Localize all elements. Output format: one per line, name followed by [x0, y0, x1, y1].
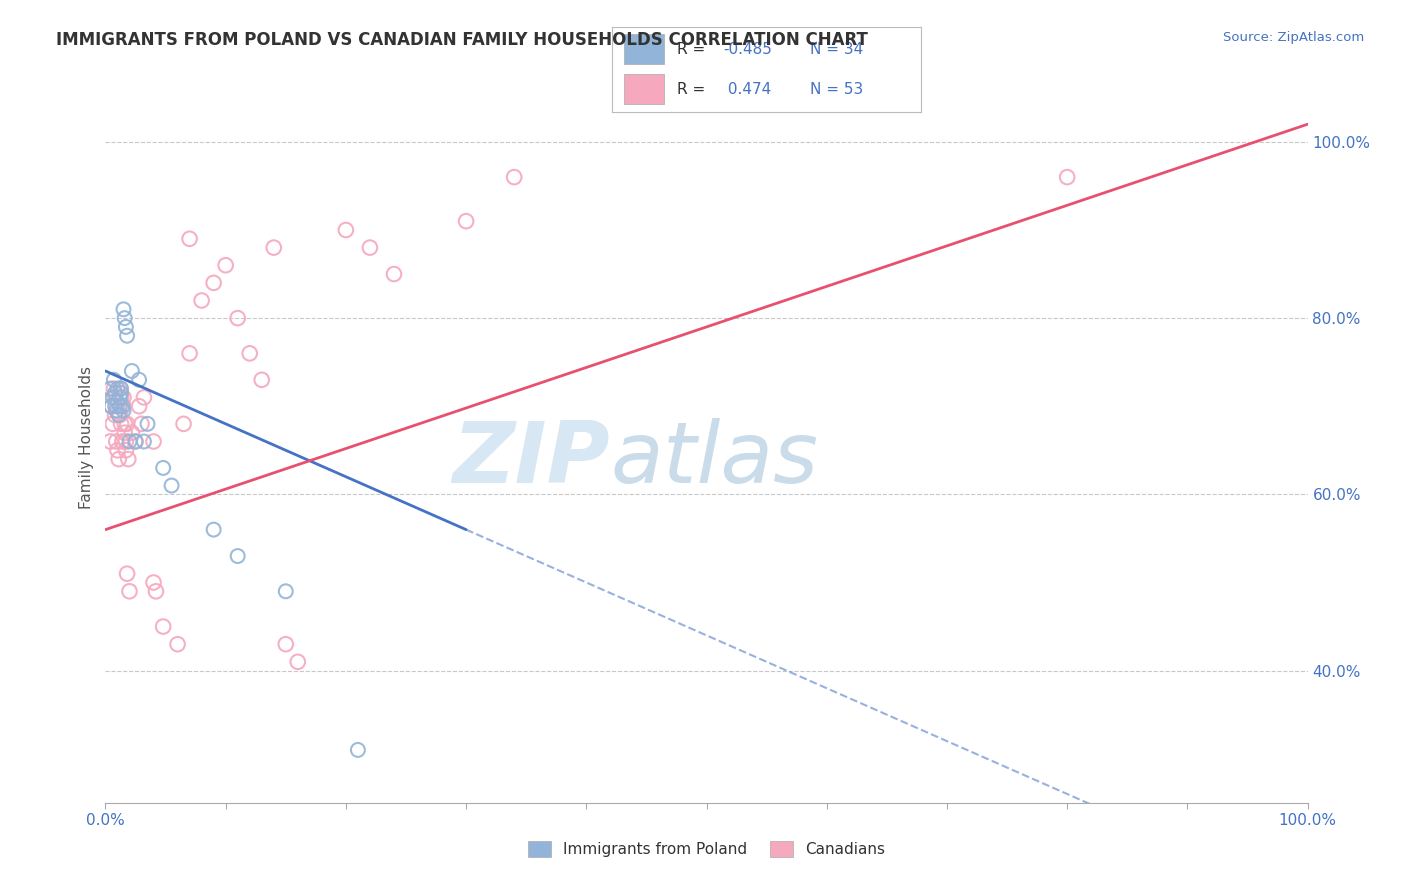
Point — [108, 391, 131, 405]
Point — [110, 386, 132, 401]
Point — [104, 386, 127, 401]
Point — [142, 575, 165, 590]
Point — [128, 373, 150, 387]
Point — [160, 478, 183, 492]
Point — [107, 443, 129, 458]
Y-axis label: Family Households: Family Households — [79, 366, 94, 508]
Point — [104, 391, 127, 405]
Point — [114, 417, 136, 431]
Point — [108, 399, 131, 413]
Point — [107, 408, 129, 422]
Point — [145, 584, 167, 599]
Point — [503, 170, 526, 185]
Point — [152, 461, 174, 475]
Point — [107, 452, 129, 467]
Point — [105, 434, 128, 449]
Point — [107, 399, 129, 413]
Point — [98, 434, 121, 449]
Point — [382, 267, 405, 281]
Text: R =: R = — [676, 42, 710, 57]
Point — [250, 373, 273, 387]
Point — [132, 434, 155, 449]
Point — [124, 434, 146, 449]
Point — [107, 394, 129, 409]
Point — [108, 382, 131, 396]
Point — [118, 434, 141, 449]
Point — [100, 399, 122, 413]
Text: 0.474: 0.474 — [723, 81, 772, 96]
Point — [190, 293, 212, 308]
Point — [335, 223, 357, 237]
Point — [226, 549, 249, 563]
Point — [132, 391, 155, 405]
Point — [239, 346, 262, 360]
Point — [110, 391, 132, 405]
Point — [118, 584, 141, 599]
Text: atlas: atlas — [610, 417, 818, 500]
Text: IMMIGRANTS FROM POLAND VS CANADIAN FAMILY HOUSEHOLDS CORRELATION CHART: IMMIGRANTS FROM POLAND VS CANADIAN FAMIL… — [56, 31, 868, 49]
Point — [115, 566, 138, 581]
Point — [111, 434, 134, 449]
Point — [115, 328, 138, 343]
Point — [110, 417, 132, 431]
Point — [226, 311, 249, 326]
Point — [115, 434, 138, 449]
Point — [103, 373, 125, 387]
Point — [131, 417, 153, 431]
Point — [101, 417, 124, 431]
Point — [274, 637, 297, 651]
Text: R =: R = — [676, 81, 710, 96]
Point — [166, 637, 188, 651]
Text: -0.485: -0.485 — [723, 42, 772, 57]
Point — [117, 452, 139, 467]
Point — [110, 382, 132, 396]
Point — [274, 584, 297, 599]
Text: Source: ZipAtlas.com: Source: ZipAtlas.com — [1223, 31, 1364, 45]
Point — [179, 346, 201, 360]
Point — [111, 399, 134, 413]
Point — [107, 382, 129, 396]
Point — [142, 434, 165, 449]
Point — [214, 258, 236, 272]
Point — [136, 417, 159, 431]
Legend: Immigrants from Poland, Canadians: Immigrants from Poland, Canadians — [520, 833, 893, 864]
Point — [173, 417, 195, 431]
Point — [263, 241, 285, 255]
Point — [101, 391, 124, 405]
Point — [112, 399, 135, 413]
Point — [108, 408, 131, 422]
Point — [121, 425, 143, 440]
Bar — [624, 74, 664, 103]
Point — [98, 382, 121, 396]
Point — [124, 434, 146, 449]
Point — [1056, 170, 1078, 185]
Point — [121, 364, 143, 378]
Point — [347, 743, 370, 757]
Bar — [624, 35, 664, 64]
Point — [454, 214, 477, 228]
Text: ZIP: ZIP — [453, 417, 610, 500]
Point — [287, 655, 309, 669]
Point — [152, 619, 174, 633]
Point — [114, 425, 136, 440]
Point — [112, 391, 135, 405]
Point — [179, 232, 201, 246]
Point — [128, 399, 150, 413]
Point — [115, 320, 138, 334]
Point — [112, 403, 135, 417]
Text: N = 34: N = 34 — [810, 42, 863, 57]
Point — [100, 399, 122, 413]
Point — [115, 443, 138, 458]
Point — [112, 302, 135, 317]
Point — [104, 408, 127, 422]
Point — [103, 382, 125, 396]
Point — [115, 417, 138, 431]
Point — [202, 276, 225, 290]
Point — [202, 523, 225, 537]
Point — [114, 311, 136, 326]
Point — [105, 403, 128, 417]
Point — [359, 241, 381, 255]
Point — [104, 399, 127, 413]
Text: N = 53: N = 53 — [810, 81, 863, 96]
